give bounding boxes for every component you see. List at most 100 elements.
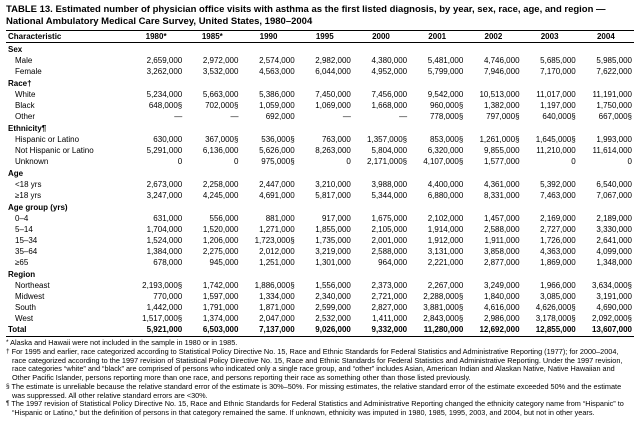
value-cell: 9,026,000 [296,324,353,338]
value-cell: 4,952,000 [371,66,408,76]
value-cell: 11,614,000 [592,145,632,155]
table-row: Other — — 692,000 — — 778,000§ 797,000§ 640,000§… [6,111,634,122]
value-cell: 964,000 [378,257,408,267]
value-cell: 881,000 [265,213,295,223]
value-cell: 1,059,000 [259,100,295,110]
value-cell: 1,791,000 [202,302,239,312]
column-header-year: 1985* [184,30,241,44]
value-cell: 1,442,000 [146,302,183,312]
row-label: West [15,313,34,323]
value-cell: 1,742,000 [202,280,239,290]
column-header-year: 2000 [352,30,410,44]
value-cell: 2,673,000 [146,179,183,189]
value-cell: 2,843,000§ [423,313,464,323]
value-cell: 4,616,000 [483,302,520,312]
value-cell: 1,357,000§ [367,134,408,144]
value-cell: 1,855,000 [315,224,351,234]
value-cell: 2,047,000 [259,313,295,323]
value-cell: 678,000 [153,257,183,267]
table-row: Northeast 2,193,000§ 1,742,000 1,886,000§ 1,… [6,280,634,291]
value-cell: 1,206,000 [202,235,239,245]
value-cell: 1,914,000 [427,224,464,234]
row-label: Age group (yrs) [8,202,68,212]
value-cell: 1,869,000 [540,257,576,267]
row-label: ≥18 yrs [15,190,42,200]
value-cell: 2,982,000 [315,55,351,65]
value-cell: 3,219,000 [315,246,351,256]
table-row: 5–14 1,704,000 1,520,000 1,271,000 1,855,000… [6,224,634,235]
value-cell: 5,386,000 [259,89,295,99]
section-header-row: Race† [6,77,634,89]
value-cell: 3,634,000§ [591,280,632,290]
value-cell: 3,247,000 [146,190,183,200]
value-cell: 4,099,000 [596,246,632,256]
footnotes: * Alaska and Hawaii were not included in… [6,338,634,418]
value-cell: 1,871,000 [259,302,295,312]
value-cell: 11,191,000 [592,89,632,99]
value-cell: 631,000 [153,213,183,223]
table-row: <18 yrs 2,673,000 2,258,000 2,447,000 3,210,… [6,179,634,190]
value-cell: 9,855,000 [483,145,520,155]
value-cell: 5,234,000 [146,89,183,99]
footnote-marker: ¶ [6,400,10,408]
value-cell: 1,735,000 [315,235,351,245]
row-label: Hispanic or Latino [15,134,80,144]
row-label: Male [15,55,33,65]
value-cell: 778,000§ [429,111,464,121]
value-cell: 1,374,000 [202,313,239,323]
table-row: Male 2,659,000 2,972,000 2,574,000 2,982,000… [6,55,634,66]
value-cell: 4,107,000§ [423,156,464,166]
value-cell: 3,262,000 [146,66,183,76]
value-cell: 5,392,000 [540,179,576,189]
value-cell: 5,985,000 [596,55,632,65]
table-row: Unknown 0 0 975,000§ 0 2,171,000§ 4,107,000§ 1,… [6,156,634,167]
value-cell: 1,517,000§ [142,313,183,323]
value-cell: 2,588,000 [483,224,520,234]
value-cell: 2,340,000 [315,291,351,301]
value-cell: 1,726,000 [540,235,576,245]
data-table: Characteristic 1980* 1985* 1990 1995 2000 2001… [6,30,634,338]
value-cell: 1,993,000 [596,134,632,144]
value-cell: 11,280,000 [409,324,466,338]
table-row: 0–4 631,000 556,000 881,000 917,000 1,675,000… [6,213,634,224]
value-cell: 1,840,000 [483,291,520,301]
table-header: Characteristic 1980* 1985* 1990 1995 2000 2001… [6,30,634,44]
value-cell: 1,524,000 [146,235,183,245]
row-label: ≥65 [15,257,29,267]
table-row: Midwest 770,000 1,597,000 1,334,000 2,340,00… [6,291,634,302]
value-cell: — [230,111,239,121]
footnote: * Alaska and Hawaii were not included in… [6,338,238,348]
value-cell: 1,411,000 [372,313,408,323]
value-cell: 11,017,000 [536,89,576,99]
value-cell: 556,000 [209,213,239,223]
value-cell: 702,000§ [205,100,239,110]
value-cell: 763,000 [321,134,351,144]
value-cell: — [174,111,183,121]
value-cell: 7,137,000 [240,324,297,338]
value-cell: 2,877,000 [483,257,520,267]
value-cell: 2,012,000 [259,246,295,256]
value-cell: 945,000 [209,257,239,267]
value-cell: 1,597,000 [202,291,239,301]
value-cell: 7,622,000 [596,66,632,76]
row-label: Age [8,168,24,178]
value-cell: 6,320,000 [427,145,464,155]
value-cell: — [399,111,408,121]
value-cell: 7,067,000 [596,190,632,200]
value-cell: 3,178,000§ [535,313,576,323]
value-cell: 1,197,000 [540,100,576,110]
value-cell: 4,691,000 [259,190,295,200]
value-cell: 648,000§ [148,100,183,110]
value-cell: 2,001,000 [371,235,408,245]
value-cell: 0 [627,156,632,166]
table-13-page: TABLE 13. Estimated number of physician … [6,4,634,418]
value-cell: 7,456,000 [371,89,408,99]
value-cell: 1,750,000 [596,100,632,110]
table-row: Black 648,000§ 702,000§ 1,059,000 1,069,000 1… [6,100,634,111]
value-cell: 1,723,000§ [254,235,295,245]
table-row: West 1,517,000§ 1,374,000 2,047,000 2,532,00… [6,313,634,324]
value-cell: 1,645,000§ [535,134,576,144]
row-label: <18 yrs [15,179,42,189]
value-cell: 7,463,000 [540,190,576,200]
value-cell: 11,210,000 [536,145,576,155]
